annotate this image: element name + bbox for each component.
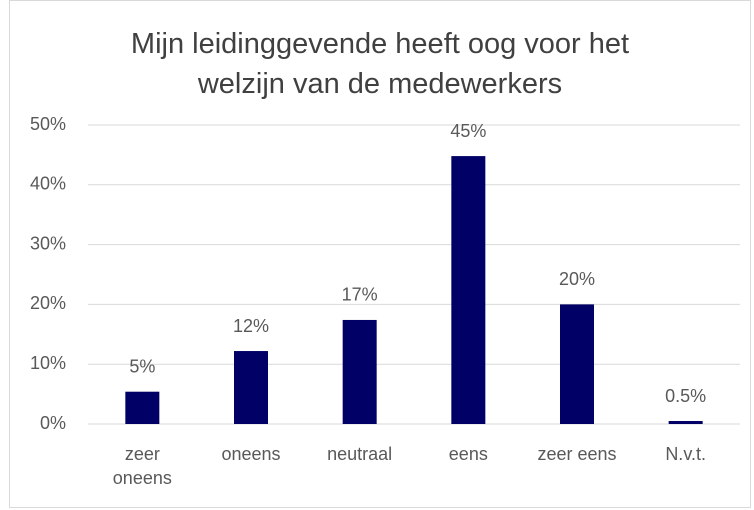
bar <box>125 391 160 424</box>
x-tick-label: oneens <box>221 444 281 464</box>
bar <box>560 304 594 424</box>
y-tick-label: 40% <box>30 174 66 194</box>
x-tick-label: zeer eens <box>537 444 617 464</box>
x-tick-label: eens <box>448 444 488 464</box>
y-tick-label: 10% <box>30 353 66 373</box>
bar <box>668 421 703 424</box>
x-tick-label: N.v.t. <box>665 444 706 464</box>
data-label: 45% <box>450 121 486 141</box>
bar <box>234 351 268 424</box>
data-label: 17% <box>342 285 378 305</box>
data-label: 20% <box>559 269 595 289</box>
bar <box>451 156 486 424</box>
chart-title: Mijn leidinggevende heeft oog voor het w… <box>130 28 630 100</box>
data-label: 5% <box>129 356 155 376</box>
x-tick-label: zeer oneens <box>112 444 172 488</box>
data-label: 12% <box>233 316 269 336</box>
y-tick-label: 50% <box>30 114 66 134</box>
bar <box>342 319 377 424</box>
chart-frame <box>9 0 751 508</box>
x-tick-label: neutraal <box>327 444 393 464</box>
y-tick-label: 20% <box>30 293 66 313</box>
y-tick-label: 0% <box>40 413 66 433</box>
data-label: 0.5% <box>665 386 706 406</box>
y-tick-label: 30% <box>30 233 66 253</box>
